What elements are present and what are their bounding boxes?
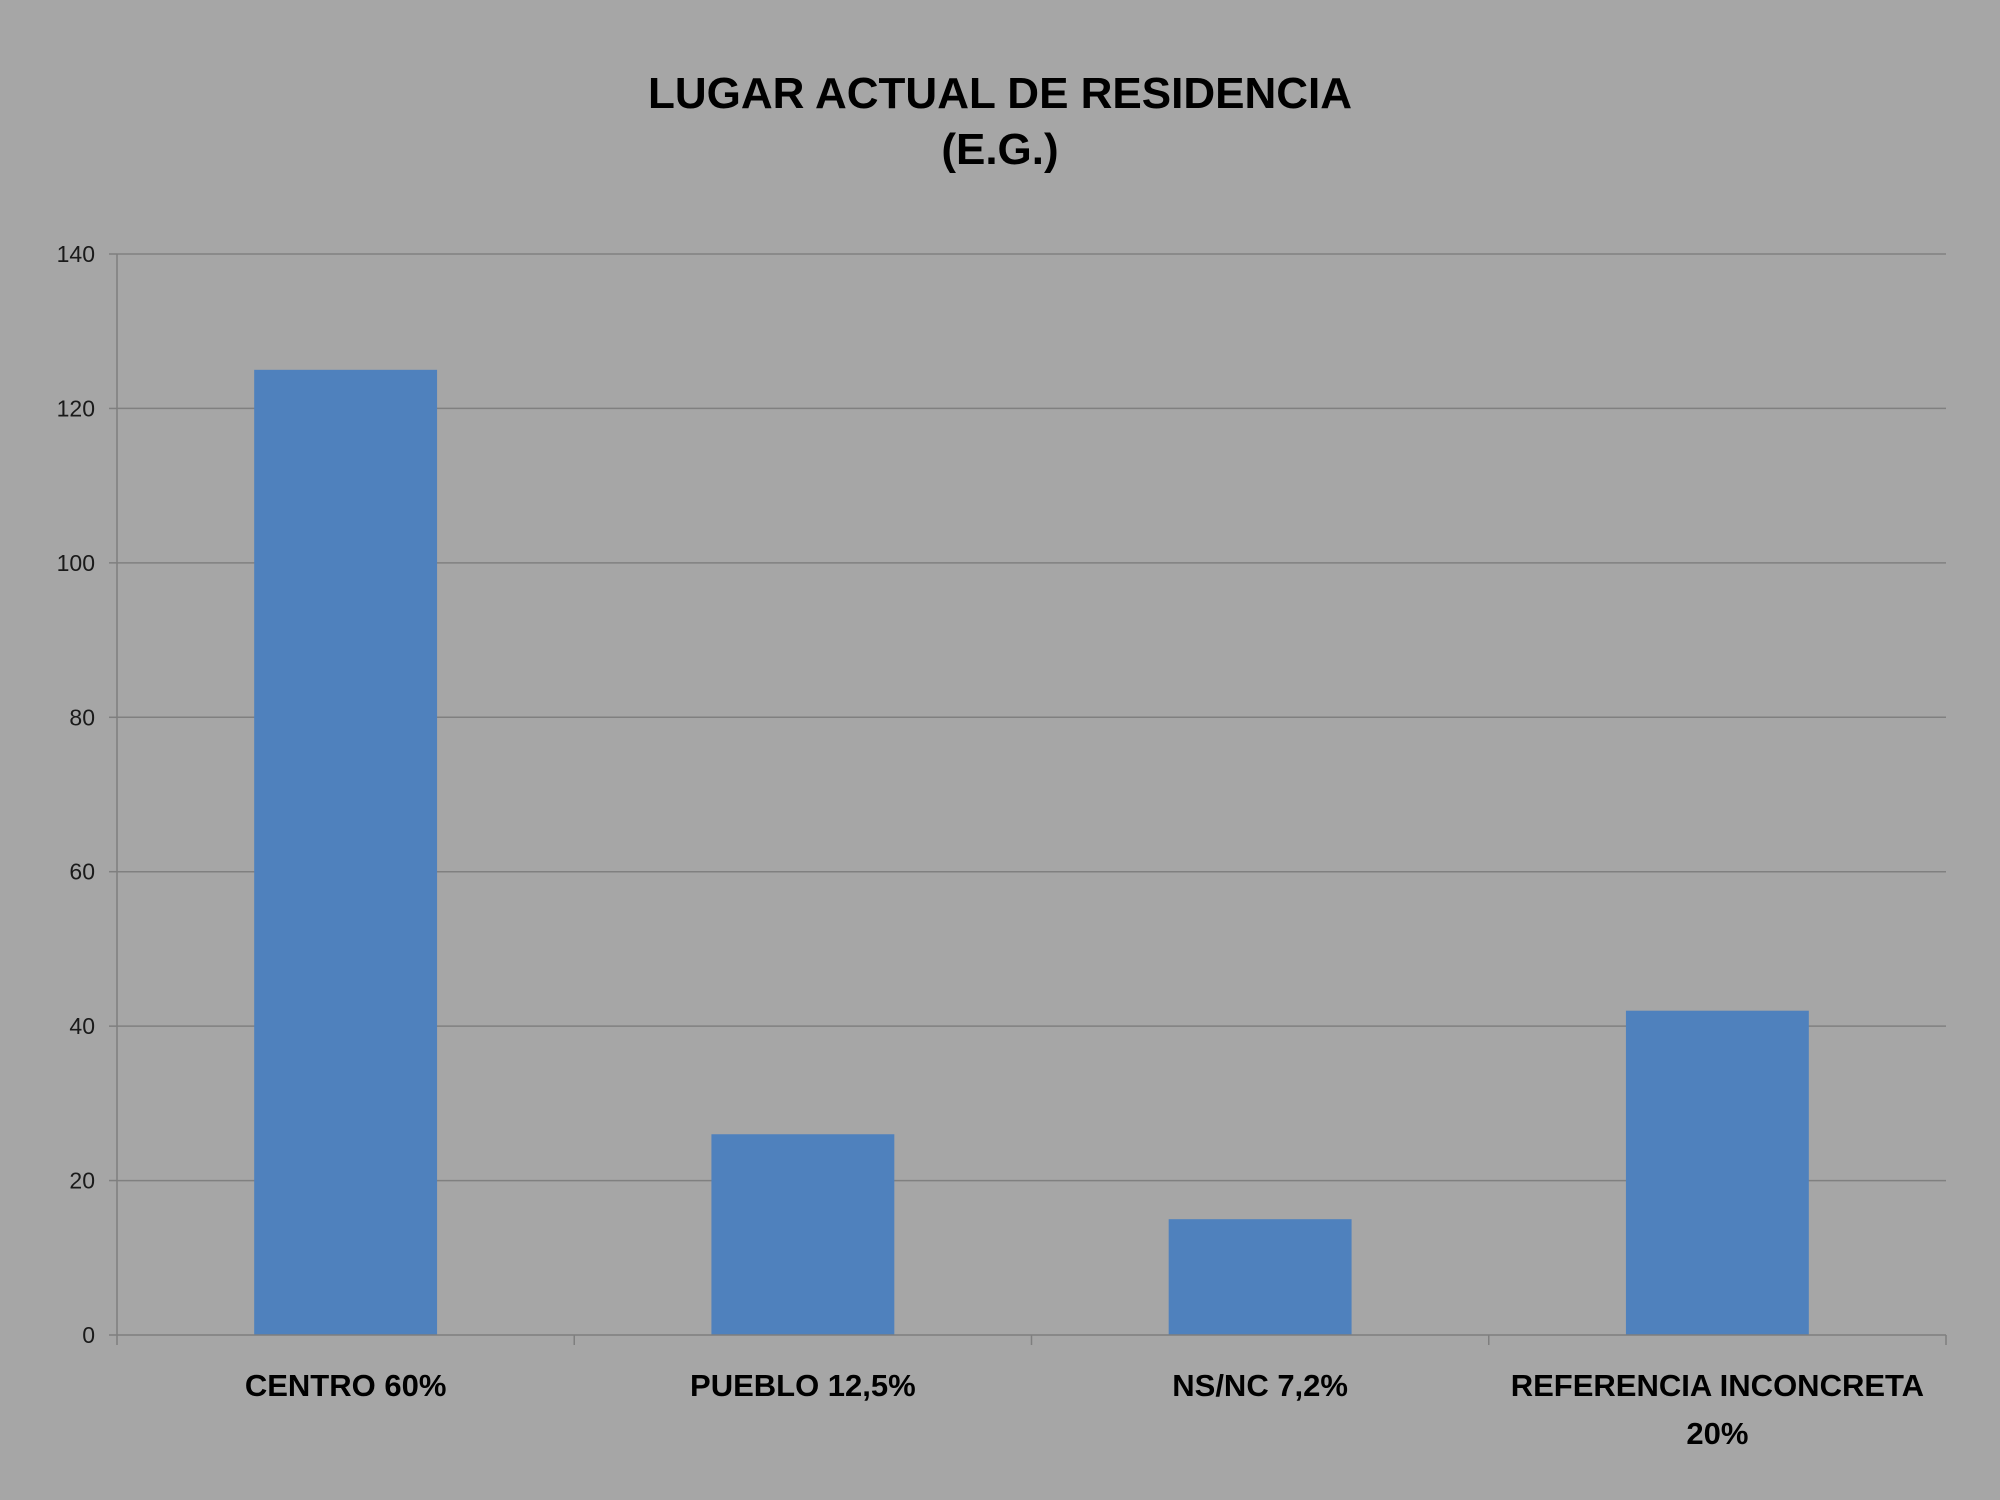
y-tick-label: 100	[57, 550, 95, 576]
bar	[1625, 1010, 1809, 1335]
y-tick-label: 40	[69, 1013, 95, 1039]
bar	[711, 1134, 895, 1335]
y-tick-label: 140	[57, 241, 95, 267]
y-tick-label: 80	[69, 704, 95, 730]
y-tick-label: 0	[82, 1322, 95, 1348]
chart-title: LUGAR ACTUAL DE RESIDENCIA (E.G.)	[0, 66, 2000, 178]
x-tick-label: NS/NC 7,2%	[1172, 1368, 1348, 1403]
chart-subtitle-line: (E.G.)	[941, 125, 1059, 174]
bar	[254, 369, 438, 1336]
y-tick-label: 60	[69, 859, 95, 885]
y-tick-label: 120	[57, 395, 95, 421]
x-tick-label: PUEBLO 12,5%	[690, 1368, 916, 1403]
bar	[1168, 1219, 1352, 1335]
x-tick-label: CENTRO 60%	[245, 1368, 447, 1403]
chart-title-line: LUGAR ACTUAL DE RESIDENCIA	[647, 69, 1353, 118]
x-tick-label: REFERENCIA INCONCRETA 20%	[1511, 1368, 1924, 1451]
y-tick-label: 20	[69, 1168, 95, 1194]
